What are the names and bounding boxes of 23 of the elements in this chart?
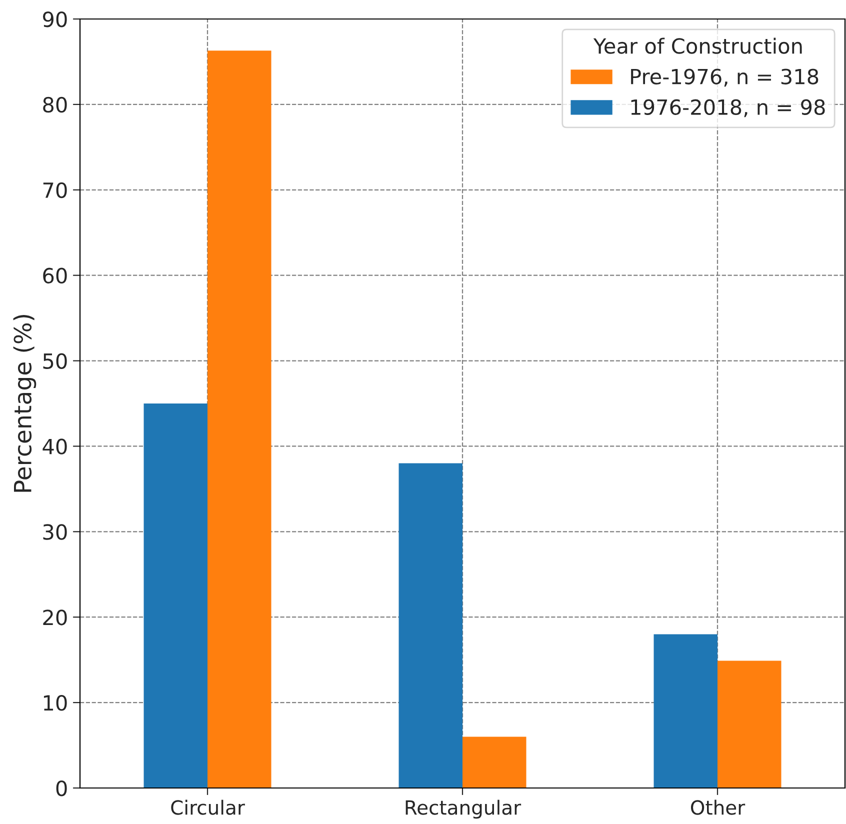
y-tick-label: 30	[43, 524, 67, 540]
y-tick-label: 80	[43, 96, 67, 113]
y-tick-label: 60	[43, 268, 67, 284]
y-tick-label: 50	[43, 353, 67, 369]
y-tick-label: 90	[42, 11, 67, 28]
bar	[398, 463, 462, 788]
bar	[208, 50, 272, 788]
legend-title: Year of Construction	[593, 38, 802, 54]
x-tick-label: Other	[690, 800, 746, 815]
y-tick-label: 40	[42, 438, 67, 454]
bar	[654, 634, 718, 788]
legend-label: Pre-1976, n = 318	[631, 68, 818, 87]
x-tick-label: Circular	[171, 800, 245, 815]
y-tick-label: 10	[44, 695, 67, 711]
y-tick-label: 70	[43, 182, 67, 198]
x-tick-label: Rectangular	[406, 800, 522, 819]
bar	[462, 736, 526, 788]
bar	[144, 404, 208, 788]
legend-label: 1976-2018, n = 98	[631, 99, 825, 118]
y-tick-label: 0	[56, 780, 67, 796]
y-axis-title: Percentage (%)	[13, 314, 36, 492]
bar	[718, 660, 782, 788]
y-tick-label: 20	[43, 610, 67, 626]
